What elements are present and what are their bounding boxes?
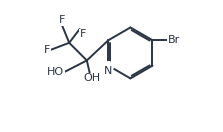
Text: F: F xyxy=(44,45,50,55)
Text: F: F xyxy=(59,15,65,25)
Text: OH: OH xyxy=(83,73,101,83)
Text: N: N xyxy=(104,66,113,76)
Text: F: F xyxy=(80,29,86,39)
Text: Br: Br xyxy=(167,35,180,45)
Text: HO: HO xyxy=(47,67,64,77)
